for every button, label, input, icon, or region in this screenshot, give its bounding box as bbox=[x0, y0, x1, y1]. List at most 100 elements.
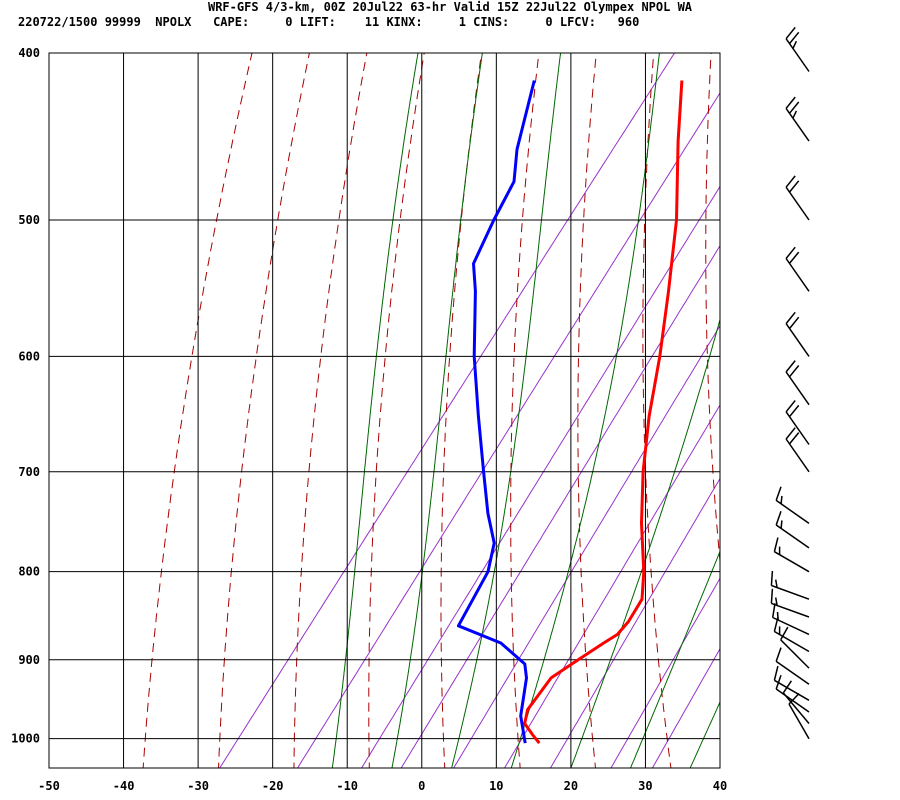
dry-adiabat bbox=[368, 53, 425, 768]
wind-barb-staff bbox=[788, 703, 810, 740]
wind-barb-feather bbox=[788, 180, 800, 193]
temperature-tick-label: 20 bbox=[564, 779, 578, 793]
wind-barb-feather bbox=[774, 579, 778, 588]
wind-barb bbox=[785, 311, 810, 357]
wind-barb-staff bbox=[782, 692, 810, 724]
wind-barb-feather bbox=[785, 246, 796, 259]
mixing-ratio-line bbox=[400, 244, 720, 768]
sounding-series bbox=[456, 80, 684, 745]
moist-adiabat bbox=[630, 549, 720, 768]
wind-barb-feather bbox=[788, 404, 800, 418]
wind-barb-feather bbox=[775, 486, 782, 501]
wind-barb bbox=[785, 26, 810, 72]
temperature-tick-label: 0 bbox=[418, 779, 425, 793]
dry-adiabat bbox=[642, 53, 672, 768]
wind-barb-feather bbox=[776, 611, 779, 621]
plot-frame bbox=[48, 52, 721, 769]
wind-barb-staff bbox=[785, 107, 810, 142]
wind-barb-feather bbox=[780, 520, 783, 529]
wind-barb-staff bbox=[771, 584, 810, 600]
pressure-tick-label: 700 bbox=[18, 465, 40, 479]
mixing-ratio-line bbox=[610, 577, 720, 768]
wind-barbs bbox=[770, 26, 810, 740]
wind-barb-feather bbox=[785, 175, 796, 188]
wind-barb bbox=[775, 647, 810, 685]
wind-barb-feather bbox=[770, 588, 774, 604]
wind-barb bbox=[775, 510, 810, 549]
temperature-tick-label: -20 bbox=[262, 779, 284, 793]
wind-barb-feather bbox=[788, 365, 800, 378]
wind-barb-feather bbox=[782, 680, 793, 694]
dry-adiabat bbox=[440, 53, 483, 768]
wind-barb-staff bbox=[775, 660, 810, 685]
wind-barb bbox=[773, 537, 810, 573]
mixing-ratio-line bbox=[219, 53, 675, 768]
wind-barb-feather bbox=[774, 597, 778, 606]
dry-adiabat bbox=[705, 53, 720, 567]
wind-barb-feather bbox=[788, 316, 800, 330]
mixing-ratio-lines bbox=[219, 53, 720, 768]
wind-barb bbox=[770, 588, 810, 618]
wind-barb-staff bbox=[774, 551, 810, 573]
dry-adiabat bbox=[142, 53, 253, 768]
wind-barb-staff bbox=[772, 616, 810, 636]
dry-adiabat bbox=[883, 34, 900, 772]
wind-barb-feather bbox=[780, 495, 783, 504]
wind-barb bbox=[785, 96, 810, 142]
temperature-tick-label: 30 bbox=[638, 779, 652, 793]
wind-barb bbox=[785, 427, 810, 473]
wind-barb-staff bbox=[785, 371, 810, 406]
wind-barb bbox=[773, 617, 810, 653]
wind-barb-staff bbox=[774, 630, 810, 653]
wind-barb bbox=[785, 175, 810, 221]
wind-barb-feather bbox=[775, 510, 782, 526]
wind-barb-staff bbox=[775, 524, 810, 549]
dewpoint-line bbox=[456, 80, 536, 744]
temperature-line bbox=[523, 80, 684, 745]
wind-barb-feather bbox=[788, 31, 800, 45]
wind-barb-feather bbox=[792, 40, 798, 49]
wind-barb-staff bbox=[785, 323, 810, 357]
temperature-tick-labels: -50 -40 -30 -20 -10 0 10 20 30 40 bbox=[38, 779, 727, 793]
chart-title: WRF-GFS 4/3-km, 00Z 20Jul22 63-hr Valid … bbox=[207, 0, 693, 14]
wind-barb-feather bbox=[785, 96, 796, 109]
wind-barb-feather bbox=[775, 647, 782, 662]
pressure-tick-label: 400 bbox=[18, 46, 40, 60]
wind-barb-feather bbox=[785, 400, 796, 413]
moist-adiabat bbox=[391, 53, 483, 768]
wind-barb-staff bbox=[774, 679, 810, 701]
wind-barb bbox=[775, 486, 810, 525]
moist-adiabat bbox=[510, 53, 660, 768]
wind-barb bbox=[771, 603, 810, 636]
moist-adiabat bbox=[451, 53, 562, 768]
pressure-tick-label: 800 bbox=[18, 565, 40, 579]
dry-adiabat bbox=[826, 34, 898, 772]
mixing-ratio-line bbox=[361, 185, 720, 768]
mixing-ratio-line bbox=[453, 324, 720, 768]
temperature-tick-label: -10 bbox=[336, 779, 358, 793]
dry-adiabat bbox=[577, 53, 597, 768]
wind-barb-staff bbox=[771, 602, 810, 618]
wind-barb-feather bbox=[788, 251, 800, 264]
wind-barb bbox=[782, 680, 810, 724]
dry-adiabat bbox=[510, 53, 540, 768]
pressure-tick-label: 1000 bbox=[11, 732, 40, 746]
plot-border bbox=[48, 52, 721, 769]
wind-barb-feather bbox=[773, 665, 779, 681]
dry-adiabat bbox=[293, 53, 368, 768]
wind-barb bbox=[785, 400, 810, 445]
temperature-tick-label: -30 bbox=[187, 779, 209, 793]
wind-barb bbox=[785, 360, 810, 406]
moist-adiabat bbox=[570, 317, 720, 768]
pressure-tick-labels: 400 500 600 700 800 900 1000 bbox=[11, 46, 40, 746]
wind-barb bbox=[770, 570, 810, 600]
wind-barb-staff bbox=[785, 411, 810, 445]
sounding-stats-line: 220722/1500 99999 NPOLX CAPE: 0 LIFT: 11… bbox=[18, 15, 640, 29]
wind-barb-staff bbox=[780, 639, 810, 669]
mixing-ratio-line bbox=[549, 477, 720, 768]
wind-barb-feather bbox=[785, 360, 796, 373]
wind-barb-feather bbox=[785, 311, 796, 325]
wind-barb-feather bbox=[770, 570, 774, 586]
dry-adiabats bbox=[142, 34, 900, 772]
